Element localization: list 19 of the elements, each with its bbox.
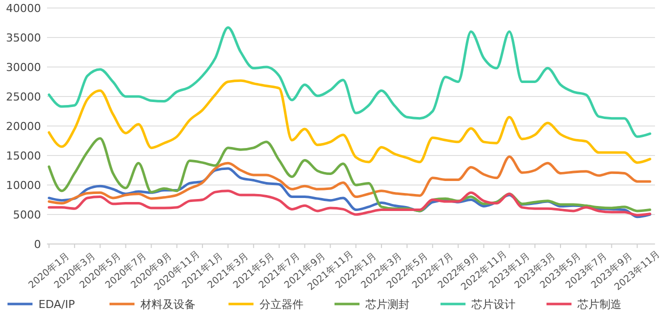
legend-label: 材料及设备 xyxy=(140,298,196,311)
legend-label: 芯片测封 xyxy=(364,298,410,311)
y-tick-label: 5000 xyxy=(13,208,41,222)
legend-label: 分立器件 xyxy=(260,298,304,311)
line-series xyxy=(48,190,652,216)
legend-label: EDA/IP xyxy=(38,298,76,311)
y-tick-label: 40000 xyxy=(6,2,41,15)
y-tick-label: 35000 xyxy=(6,31,41,44)
y-tick-label: 15000 xyxy=(6,149,41,162)
line-series xyxy=(48,155,652,205)
legend-label: 芯片制造 xyxy=(576,298,622,311)
y-tick-label: 10000 xyxy=(6,178,41,192)
y-tick-label: 30000 xyxy=(6,60,41,74)
y-tick-label: 20000 xyxy=(6,120,41,133)
legend-label: 芯片设计 xyxy=(470,298,516,311)
y-tick-label: 25000 xyxy=(6,90,41,104)
line-series xyxy=(48,79,652,164)
line-series xyxy=(48,26,652,138)
y-tick-label: 0 xyxy=(34,238,41,251)
